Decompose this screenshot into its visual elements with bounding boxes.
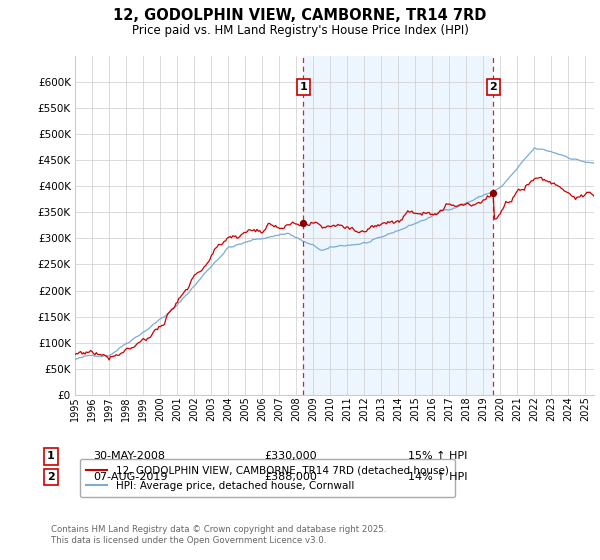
Text: 14% ↑ HPI: 14% ↑ HPI — [408, 472, 467, 482]
Text: £330,000: £330,000 — [264, 451, 317, 461]
Text: 2: 2 — [490, 82, 497, 92]
Bar — [303, 56, 493, 395]
Legend: 12, GODOLPHIN VIEW, CAMBORNE, TR14 7RD (detached house), HPI: Average price, det: 12, GODOLPHIN VIEW, CAMBORNE, TR14 7RD (… — [80, 459, 455, 497]
Text: 15% ↑ HPI: 15% ↑ HPI — [408, 451, 467, 461]
Point — [488, 188, 498, 197]
Text: 30-MAY-2008: 30-MAY-2008 — [93, 451, 165, 461]
Text: 1: 1 — [47, 451, 55, 461]
Text: Price paid vs. HM Land Registry's House Price Index (HPI): Price paid vs. HM Land Registry's House … — [131, 24, 469, 37]
Text: 1: 1 — [299, 82, 307, 92]
Text: 2: 2 — [47, 472, 55, 482]
Text: 07-AUG-2019: 07-AUG-2019 — [93, 472, 167, 482]
Text: £388,000: £388,000 — [264, 472, 317, 482]
Text: Contains HM Land Registry data © Crown copyright and database right 2025.
This d: Contains HM Land Registry data © Crown c… — [51, 525, 386, 545]
Text: 12, GODOLPHIN VIEW, CAMBORNE, TR14 7RD: 12, GODOLPHIN VIEW, CAMBORNE, TR14 7RD — [113, 8, 487, 24]
Point — [298, 218, 308, 227]
